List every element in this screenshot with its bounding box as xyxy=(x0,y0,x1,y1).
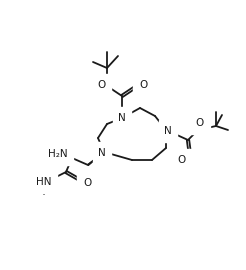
Text: O: O xyxy=(97,80,105,90)
Text: H₂N: H₂N xyxy=(48,149,68,159)
Text: O: O xyxy=(139,80,147,90)
Text: O: O xyxy=(178,155,186,165)
Text: N: N xyxy=(164,126,172,136)
Text: O: O xyxy=(83,178,91,188)
Text: O: O xyxy=(196,118,204,128)
Text: HN: HN xyxy=(36,177,52,187)
Text: N: N xyxy=(98,148,106,158)
Text: N: N xyxy=(118,113,126,123)
